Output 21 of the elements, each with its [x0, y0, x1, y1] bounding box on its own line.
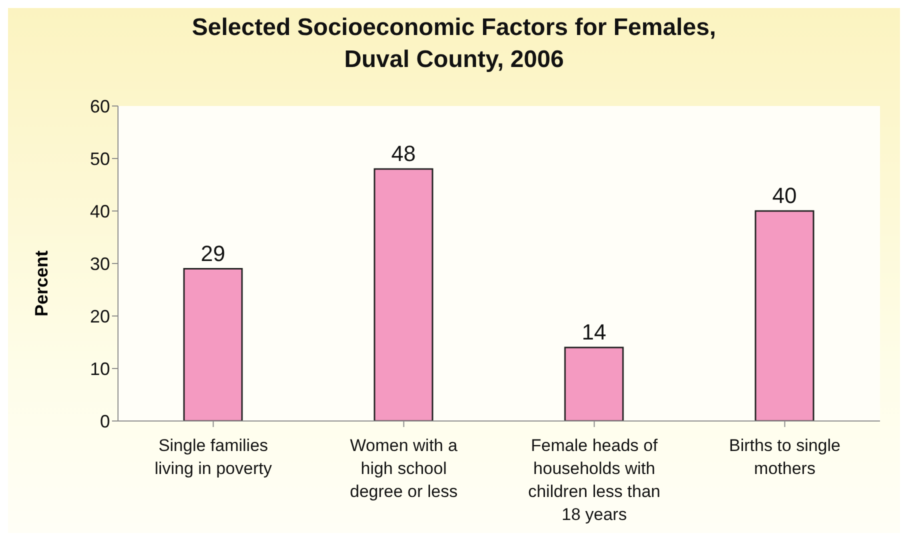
data-label: 48 [391, 141, 416, 166]
data-label: 14 [582, 320, 606, 344]
x-tick-label: Female heads of households with children less than 18 years [528, 436, 660, 524]
y-tick-label: 10 [90, 358, 110, 379]
x-tick-label: Births to single mothers [729, 436, 840, 478]
data-label: 29 [200, 240, 226, 266]
y-tick-label: 40 [90, 201, 110, 222]
bar [374, 168, 434, 421]
y-tick-label: 60 [90, 96, 110, 116]
y-tick-label: 30 [90, 254, 110, 274]
chart-title: Selected Socioeconomic Factors for Females, Duval County, 2006 [190, 13, 718, 75]
bar [183, 268, 243, 421]
y-tick-label: 0 [100, 411, 110, 432]
x-tick-label: Women with a high school degree or less [350, 436, 458, 501]
y-axis-title: Percent [32, 250, 52, 316]
y-tick-label: 50 [90, 148, 110, 169]
bar [754, 210, 814, 421]
x-tick-label: Single families living in poverty [154, 436, 272, 478]
bar [564, 346, 624, 421]
y-tick-label: 20 [90, 306, 110, 326]
data-label: 40 [772, 183, 797, 208]
